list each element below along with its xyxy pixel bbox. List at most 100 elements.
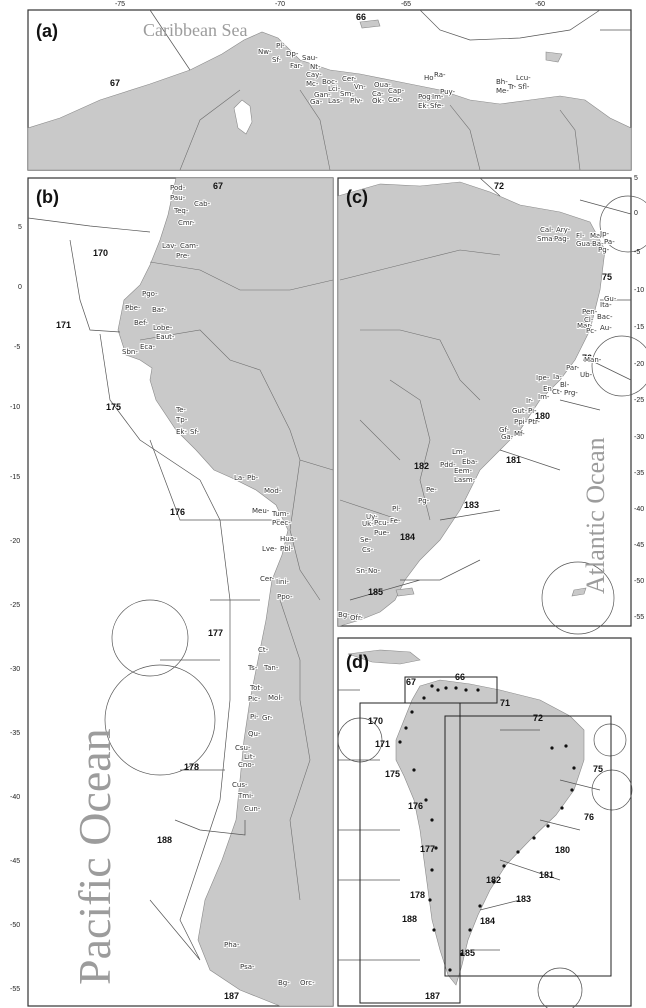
site-label: Ca- — [372, 90, 384, 98]
panel-c-site-labels: Cal- Ary- Sma- Pag- Fl- Ma- Jp- Gua- Ba-… — [337, 225, 618, 623]
site-label: Im- — [538, 393, 550, 401]
site-dot — [546, 824, 550, 828]
lat-tick: -50 — [634, 578, 644, 585]
lat-tick: 5 — [18, 224, 22, 231]
site-label: Cs- — [362, 546, 374, 554]
lat-tick: 5 — [634, 175, 638, 182]
site-label: Nw- — [258, 48, 272, 56]
site-label: Mar- — [577, 322, 593, 330]
site-dot — [464, 688, 468, 692]
site-label: Ppo- — [277, 593, 293, 601]
site-dot — [434, 846, 438, 850]
site-label: Bac- — [597, 313, 613, 321]
ecoregion-72: 72 — [533, 713, 543, 723]
site-label: Im- — [432, 93, 444, 101]
site-label: Ga- — [501, 433, 514, 441]
panel-c-ecoregion-circle — [541, 561, 615, 635]
site-label: Cap- — [388, 87, 405, 95]
panel-c-border — [339, 249, 501, 521]
site-dot — [572, 766, 576, 770]
panel-c-ecoregion-circle — [599, 195, 646, 253]
site-dot — [436, 688, 440, 692]
lat-tick: -25 — [634, 397, 644, 404]
site-label: Mc- — [306, 80, 319, 88]
site-dot — [454, 686, 458, 690]
site-label: Lasm- — [454, 476, 476, 484]
site-dot — [412, 768, 416, 772]
site-label: Boc- — [322, 78, 338, 86]
site-label: Pg- — [418, 497, 430, 505]
lon-tick: -70 — [275, 1, 285, 8]
panel-c-land — [337, 181, 606, 627]
site-dot — [398, 740, 402, 744]
panel-c-ecoregion-circle — [591, 335, 646, 397]
site-label: Ir- — [526, 397, 533, 405]
ecoregion-176: 176 — [170, 507, 185, 517]
lat-tick: 0 — [18, 284, 22, 291]
site-label: Lci- — [328, 85, 341, 93]
ecoregion-188: 188 — [402, 914, 417, 924]
site-label: Par- — [566, 364, 580, 372]
site-label: Nt- — [310, 63, 321, 71]
site-label: Lav- — [162, 242, 177, 250]
site-label: Pcu- — [374, 519, 390, 527]
site-label: La- — [234, 474, 245, 482]
site-label: Cal- — [540, 226, 554, 234]
site-label: Dp- — [286, 50, 299, 58]
site-label: Ia- — [553, 373, 562, 381]
lat-tick: -45 — [10, 858, 20, 865]
site-dot — [532, 836, 536, 840]
ecoregion-184: 184 — [400, 532, 415, 542]
lat-tick: -15 — [634, 324, 644, 331]
panel-d-sample-sites — [398, 684, 576, 972]
site-label: Mf- — [514, 430, 525, 438]
site-label: Cno- — [238, 761, 255, 769]
panel-b-border — [139, 261, 334, 901]
site-label: Tmi- — [237, 792, 254, 800]
ecoregion-187: 187 — [224, 991, 239, 1001]
lat-tick: -30 — [634, 434, 644, 441]
lat-tick: -5 — [14, 344, 20, 351]
site-dot — [460, 952, 464, 956]
site-label: Ptr- — [528, 418, 540, 426]
site-label: Pl- — [276, 42, 285, 50]
site-label: Pi- — [528, 407, 537, 415]
site-label: Ma- — [590, 232, 603, 240]
site-label: Cay- — [306, 71, 322, 79]
site-label: Las- — [328, 97, 343, 105]
site-label: Pau- — [170, 194, 186, 202]
site-label: Ita- — [600, 301, 612, 309]
site-label: Ek- — [418, 102, 429, 110]
panel-a: -75 -70 -65 -60 Caribbean Sea (a) 66 67 … — [27, 1, 632, 171]
panel-d-ecoregion-circle — [537, 967, 583, 1008]
site-label: Fl- — [576, 232, 585, 240]
panel-b: (b) Pacific Ocean 5 0 -5 -10 -15 -20 -25… — [10, 177, 334, 1007]
site-label: Gut- — [512, 407, 528, 415]
site-label: Ba- — [592, 240, 604, 248]
site-label: Bar- — [152, 306, 167, 314]
panel-a-lake — [233, 99, 253, 135]
lat-tick: -15 — [10, 474, 20, 481]
panel-a-island — [359, 19, 381, 29]
site-label: Cus- — [232, 781, 248, 789]
ecoregion-180: 180 — [535, 411, 550, 421]
site-label: Ts- — [247, 664, 258, 672]
panel-d-land — [395, 679, 585, 986]
panel-d: (d) 66 67 71 72 170 171 175 75 176 76 17… — [337, 637, 633, 1008]
ecoregion-175: 175 — [106, 402, 121, 412]
site-label: Cer- — [260, 575, 275, 583]
ecoregion-66: 66 — [455, 672, 465, 682]
panel-a-ecoregion-boundary — [149, 9, 631, 71]
site-dot — [448, 968, 452, 972]
lat-tick: -20 — [634, 361, 644, 368]
lat-tick: -35 — [634, 470, 644, 477]
ecoregion-183: 183 — [516, 894, 531, 904]
panel-b-label: (b) — [36, 187, 59, 207]
site-label: Sf- — [272, 56, 282, 64]
site-label: Cmr- — [178, 219, 195, 227]
site-label: Ct- — [552, 388, 563, 396]
site-dot — [424, 798, 428, 802]
site-label: Bh- — [496, 78, 508, 86]
site-label: Gr- — [262, 714, 273, 722]
lat-tick: -40 — [634, 506, 644, 513]
